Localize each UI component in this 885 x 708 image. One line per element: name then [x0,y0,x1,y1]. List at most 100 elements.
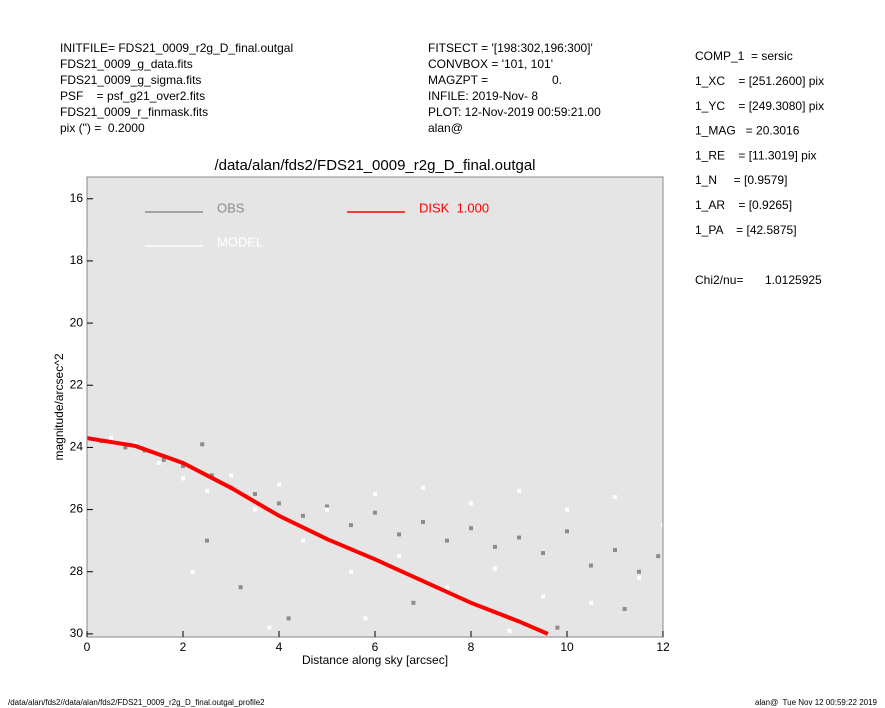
y-tick-label: 22 [70,377,84,391]
y-tick-label: 28 [70,564,84,578]
header-right-line: 1_YC = [249.3080] pix [695,99,824,113]
data-point [123,445,128,450]
header-left-line: pix (") = 0.2000 [60,121,145,135]
header-middle-line: alan@ [428,121,463,135]
data-point [373,510,377,515]
data-point [421,485,425,490]
x-axis-label: Distance along sky [arcsec] [302,653,448,667]
data-point [397,532,401,537]
data-point [469,526,473,531]
x-tick-label: 8 [468,640,475,654]
header-middle-line: MAGZPT = [428,73,488,87]
header-right-line: 1_MAG = 20.3016 [695,124,800,138]
data-point [637,575,641,580]
legend-label: OBS [217,200,245,215]
header-right-line: 1_XC = [251.2600] pix [695,74,824,88]
data-point [565,507,569,512]
header-right-line: COMP_1 = sersic [695,49,793,63]
footer-path: /data/alan/fds2//data/alan/fds2/FDS21_00… [8,698,265,707]
data-point [493,544,497,549]
legend-label: DISK 1.000 [419,200,489,215]
data-point [589,600,593,605]
header-middle-line: 0. [552,73,562,87]
data-point [253,492,257,497]
header-left-line: PSF = psf_g21_over2.fits [60,89,205,103]
data-point [301,513,305,518]
y-axis-label: magnitude/arcsec^2 [52,353,66,460]
footer-stamp: alan@ Tue Nov 12 00:59:22 2019 [755,698,878,707]
data-point [656,554,661,559]
data-point [277,482,281,487]
data-point [190,569,195,574]
data-point [209,473,214,478]
data-point [565,529,569,534]
chart-title: /data/alan/fds2/FDS21_0009_r2g_D_final.o… [214,157,535,174]
data-point [445,585,449,590]
x-tick-label: 2 [180,640,187,654]
data-point [445,538,449,543]
data-point [238,585,243,590]
y-tick-label: 26 [70,502,84,516]
plot-data [87,436,663,636]
x-tick-label: 12 [656,640,670,654]
data-point [181,464,185,469]
header-left-line: FDS21_0009_g_sigma.fits [60,73,201,87]
header-middle-line: INFILE: 2019-Nov- 8 [428,89,538,103]
data-point [325,504,329,509]
data-point [541,551,545,556]
data-point [517,535,521,540]
header-right-line: 1_RE = [11.3019] pix [695,148,817,162]
fit-statistic: Chi2/nu= [695,273,743,287]
header-middle-line: FITSECT = '[198:302,196:300]' [428,41,593,55]
data-point [200,442,205,447]
data-point [349,523,353,528]
data-point [397,554,401,559]
model-line [87,436,549,636]
y-tick-label: 30 [70,626,84,640]
data-point [421,520,425,524]
data-point [373,492,377,497]
data-point [541,594,545,599]
y-tick-label: 16 [70,191,84,205]
data-point [589,563,593,568]
data-point [253,507,257,512]
data-point [517,488,521,493]
data-point [349,569,353,574]
data-point [613,547,617,552]
header-middle-line: PLOT: 12-Nov-2019 00:59:21.00 [428,105,601,119]
data-point [181,476,185,481]
data-point [411,600,416,605]
data-point [301,538,305,543]
x-tick-label: 4 [276,640,283,654]
data-point [363,616,368,621]
header-right-line: 1_N = [0.9579] [695,173,787,187]
data-point [277,501,281,506]
data-point [469,501,473,506]
header-right-line: 1_PA = [42.5875] [695,223,797,237]
data-point [267,625,272,630]
data-point [637,569,641,574]
data-point [661,523,663,528]
data-point [161,457,166,462]
x-tick-label: 0 [84,640,91,654]
data-point [493,566,497,571]
header-left-line: FDS21_0009_g_data.fits [60,57,193,71]
legend-label: MODEL [217,234,263,249]
data-point [205,538,209,543]
y-tick-label: 18 [70,253,84,267]
fit-statistic: 1.0125925 [765,273,822,287]
data-point [555,625,560,630]
header-left-line: INITFILE= FDS21_0009_r2g_D_final.outgal [60,41,293,55]
data-point [622,607,627,612]
data-point [286,616,291,621]
data-point [109,436,113,441]
x-tick-label: 6 [372,640,379,654]
data-point [229,473,233,478]
header-middle-line: CONVBOX = '101, 101' [428,57,553,71]
x-tick-label: 10 [560,640,574,654]
data-point [157,460,161,465]
header-left-line: FDS21_0009_r_finmask.fits [60,105,208,119]
data-point [507,628,512,633]
y-tick-label: 20 [70,315,84,329]
